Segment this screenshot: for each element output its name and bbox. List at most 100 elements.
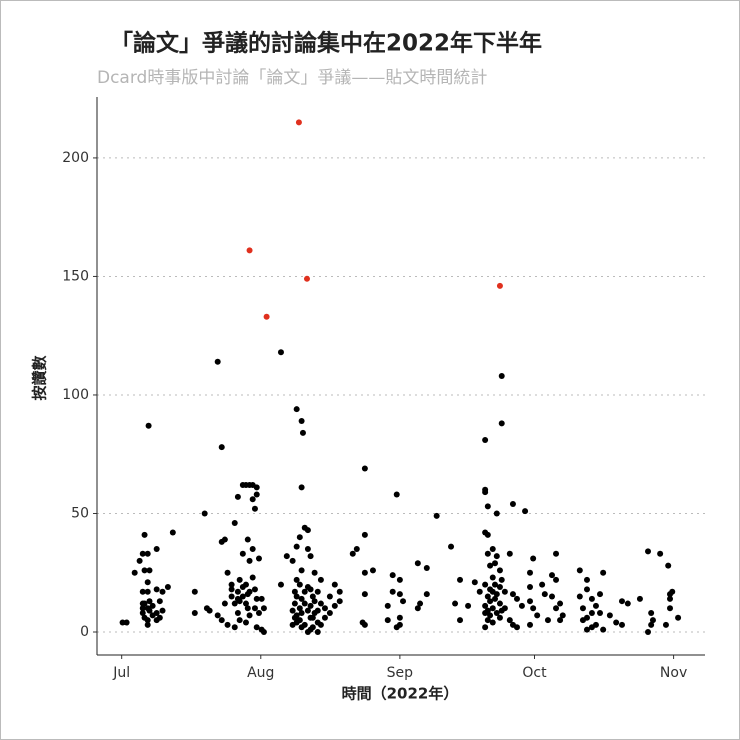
y-tick-label: 150 — [62, 268, 89, 284]
point — [153, 586, 160, 593]
point — [191, 610, 198, 617]
point — [139, 550, 146, 557]
point — [588, 595, 595, 602]
point — [544, 617, 551, 624]
point — [214, 358, 221, 365]
point — [496, 583, 503, 590]
point — [145, 422, 152, 429]
point — [576, 593, 583, 600]
point — [493, 553, 500, 560]
point — [221, 600, 228, 607]
point — [423, 591, 430, 598]
point — [296, 605, 303, 612]
point — [530, 605, 537, 612]
point — [289, 607, 296, 614]
point — [665, 562, 672, 569]
point — [260, 605, 267, 612]
point — [482, 489, 489, 496]
point — [321, 614, 328, 621]
point — [301, 588, 308, 595]
point — [541, 591, 548, 598]
point — [231, 600, 238, 607]
point — [144, 579, 151, 586]
point — [487, 612, 494, 619]
point — [493, 610, 500, 617]
point — [314, 588, 321, 595]
point — [667, 595, 674, 602]
point — [597, 591, 604, 598]
point — [496, 282, 503, 289]
point — [234, 588, 241, 595]
point — [228, 586, 235, 593]
point — [361, 569, 368, 576]
point — [518, 602, 525, 609]
point — [498, 576, 505, 583]
point — [522, 508, 529, 515]
point — [244, 536, 251, 543]
point — [618, 621, 625, 628]
point — [487, 598, 494, 605]
point — [304, 527, 311, 534]
point — [465, 602, 472, 609]
point — [234, 493, 241, 500]
point — [527, 583, 534, 590]
point — [156, 614, 163, 621]
point — [527, 598, 534, 605]
point — [492, 581, 499, 588]
point — [484, 550, 491, 557]
point — [482, 437, 489, 444]
point — [361, 591, 368, 598]
point — [331, 581, 338, 588]
point — [304, 607, 311, 614]
point — [482, 602, 489, 609]
point — [246, 588, 253, 595]
point — [231, 624, 238, 631]
point — [326, 610, 333, 617]
point — [496, 600, 503, 607]
point — [139, 605, 146, 612]
point — [493, 510, 500, 517]
x-tick-label: Oct — [522, 665, 547, 681]
point — [144, 617, 151, 624]
point — [139, 610, 146, 617]
point — [489, 546, 496, 553]
point — [457, 576, 464, 583]
point — [239, 550, 246, 557]
point — [457, 617, 464, 624]
point — [309, 624, 316, 631]
point — [492, 560, 499, 567]
point — [600, 626, 607, 633]
point — [534, 612, 541, 619]
point — [482, 624, 489, 631]
point — [283, 553, 290, 560]
y-tick-label: 50 — [71, 505, 89, 521]
point — [251, 586, 258, 593]
point — [613, 619, 620, 626]
point — [224, 569, 231, 576]
point — [314, 629, 321, 636]
point — [201, 510, 208, 517]
point — [242, 581, 249, 588]
point — [149, 602, 156, 609]
point — [506, 617, 513, 624]
point — [331, 602, 338, 609]
point — [489, 574, 496, 581]
point — [389, 588, 396, 595]
point — [251, 605, 258, 612]
point — [159, 588, 166, 595]
y-axis-label: 按讚數 — [31, 355, 49, 400]
point — [361, 621, 368, 628]
point — [557, 617, 564, 624]
point — [662, 621, 669, 628]
point — [583, 626, 590, 633]
point — [293, 593, 300, 600]
point — [141, 600, 148, 607]
point — [246, 247, 253, 254]
point — [513, 595, 520, 602]
point — [277, 349, 284, 356]
point — [123, 619, 130, 626]
point — [400, 598, 407, 605]
point — [597, 610, 604, 617]
point — [253, 595, 260, 602]
point — [321, 605, 328, 612]
